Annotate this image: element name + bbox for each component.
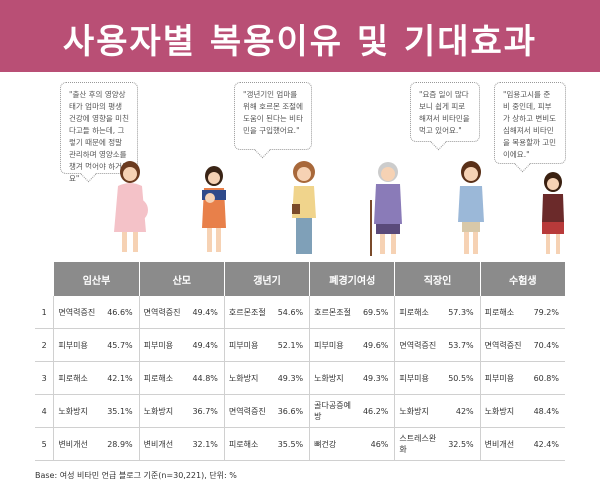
percent-cell: 36.6% — [272, 394, 310, 428]
percent-cell: 49.4% — [187, 328, 225, 362]
menopausal-woman-illustration — [292, 161, 316, 254]
header-blank — [35, 262, 54, 296]
rank-cell: 4 — [35, 394, 54, 428]
reason-cell: 뼈건강 — [309, 427, 358, 461]
percent-cell: 79.2% — [528, 296, 565, 329]
percent-cell: 42.4% — [528, 427, 565, 461]
percent-cell: 36.7% — [187, 394, 225, 428]
reason-cell: 피부미용 — [138, 328, 188, 362]
percent-cell: 49.3% — [272, 361, 310, 395]
reason-cell: 피로해소 — [223, 427, 273, 461]
reason-cell: 노화방지 — [53, 394, 103, 428]
table-row: 2 피부미용 45.7% 피부미용 49.4% 피부미용 52.1% 피부미용 49.6% 면역력… — [35, 328, 565, 362]
page-title: 사용자별 복용이유 및 기대효과 — [62, 22, 538, 62]
table-row: 4 노화방지 35.1% 노화방지 36.7% 면역력증진 36.6% 골다공증예방 46.2%… — [35, 394, 565, 428]
reason-cell: 피부미용 — [309, 328, 358, 362]
title-banner: 사용자별 복용이유 및 기대효과 — [0, 0, 600, 72]
percent-cell: 53.7% — [443, 328, 481, 362]
reason-cell: 변비개선 — [138, 427, 188, 461]
reason-cell: 변비개선 — [479, 427, 529, 461]
reason-cell: 스트레스완화 — [394, 427, 444, 461]
header-menopause: 갱년기 — [223, 262, 310, 296]
rank-cell: 5 — [35, 427, 54, 461]
reason-cell: 노화방지 — [394, 394, 444, 428]
reason-cell: 호르몬조절 — [309, 296, 358, 329]
reason-cell: 면역력증진 — [394, 328, 444, 362]
percent-cell: 49.4% — [187, 296, 225, 329]
table-header-row: 임산부 산모 갱년기 폐경기여성 직장인 수험생 — [35, 262, 565, 296]
speech-bubble-worker: "요즘 일이 많다보니 쉽게 피로해져서 비타민을 먹고 있어요." — [410, 82, 480, 142]
percent-cell: 35.5% — [272, 427, 310, 461]
speech-bubble-pregnant: "출산 후의 영양상태가 엄마의 평생 건강에 영향을 미친다고들 하는데, 그… — [60, 82, 138, 183]
reason-cell: 피로해소 — [53, 361, 103, 395]
mother-with-baby-illustration — [202, 166, 226, 252]
percent-cell: 69.5% — [357, 296, 395, 329]
reason-cell: 변비개선 — [53, 427, 103, 461]
reason-cell: 면역력증진 — [223, 394, 273, 428]
reason-cell: 노화방지 — [223, 361, 273, 395]
reason-cell: 피부미용 — [479, 361, 529, 395]
student-illustration — [542, 172, 564, 254]
pregnant-woman-illustration — [114, 161, 148, 252]
percent-cell: 32.5% — [443, 427, 481, 461]
reason-cell: 면역력증진 — [479, 328, 529, 362]
percent-cell: 48.4% — [528, 394, 565, 428]
reason-cell: 피부미용 — [394, 361, 444, 395]
percent-cell: 46.2% — [357, 394, 395, 428]
reason-cell: 노화방지 — [309, 361, 358, 395]
percent-cell: 49.6% — [357, 328, 395, 362]
header-pregnant: 임산부 — [53, 262, 140, 296]
office-worker-illustration — [458, 161, 484, 254]
percent-cell: 50.5% — [443, 361, 481, 395]
percent-cell: 57.3% — [443, 296, 481, 329]
percent-cell: 46.6% — [102, 296, 140, 329]
reason-table: 임산부 산모 갱년기 폐경기여성 직장인 수험생 1 면역력증진 46.6% 면역력증… — [35, 262, 565, 461]
percent-cell: 42% — [443, 394, 481, 428]
table-row: 5 변비개선 28.9% 변비개선 32.1% 피로해소 35.5% 뼈건강 46% 스트레스완화… — [35, 427, 565, 461]
percent-cell: 49.3% — [357, 361, 395, 395]
percent-cell: 42.1% — [102, 361, 140, 395]
reason-cell: 면역력증진 — [53, 296, 103, 329]
table-row: 3 피로해소 42.1% 피로해소 44.8% 노화방지 49.3% 노화방지 49.3% 피부미… — [35, 361, 565, 395]
percent-cell: 45.7% — [102, 328, 140, 362]
percent-cell: 44.8% — [187, 361, 225, 395]
reason-cell: 노화방지 — [479, 394, 529, 428]
rank-cell: 3 — [35, 361, 54, 395]
rank-cell: 1 — [35, 296, 54, 329]
bubble-text: "요즘 일이 많다보니 쉽게 피로해져서 비타민을 먹고 있어요." — [419, 90, 470, 135]
percent-cell: 60.8% — [528, 361, 565, 395]
percent-cell: 54.6% — [272, 296, 310, 329]
header-mother: 산모 — [138, 262, 225, 296]
reason-cell: 면역력증진 — [138, 296, 188, 329]
percent-cell: 28.9% — [102, 427, 140, 461]
speech-bubble-menopause: "갱년기인 엄마를 위해 호르몬 조절에 도움이 된다는 비타민을 구입했어요.… — [234, 82, 312, 150]
percent-cell: 46% — [357, 427, 395, 461]
bubble-text: "갱년기인 엄마를 위해 호르몬 조절에 도움이 된다는 비타민을 구입했어요.… — [243, 90, 303, 135]
header-student: 수험생 — [479, 262, 565, 296]
header-postmenopause: 폐경기여성 — [309, 262, 395, 296]
table-row: 1 면역력증진 46.6% 면역력증진 49.4% 호르몬조절 54.6% 호르몬조절 69.5… — [35, 296, 565, 329]
header-worker: 직장인 — [394, 262, 481, 296]
reason-cell: 피로해소 — [394, 296, 444, 329]
postmenopausal-woman-illustration — [370, 162, 402, 256]
footnote: Base: 여성 비타민 언급 블로그 기준(n=30,221), 단위: % — [35, 471, 237, 480]
reason-cell: 피부미용 — [53, 328, 103, 362]
reason-cell: 피로해소 — [138, 361, 188, 395]
percent-cell: 70.4% — [528, 328, 565, 362]
reason-cell: 호르몬조절 — [223, 296, 273, 329]
bubble-text: "출산 후의 영양상태가 엄마의 평생 건강에 영향을 미친다고들 하는데, 그… — [69, 90, 129, 183]
reason-cell: 노화방지 — [138, 394, 188, 428]
percent-cell: 32.1% — [187, 427, 225, 461]
speech-bubble-student: "임용고시를 준비 중인데, 피부가 상하고 변비도 심해져서 비타민을 복용할… — [494, 82, 566, 164]
reason-cell: 골다공증예방 — [309, 394, 358, 428]
reason-cell: 피로해소 — [479, 296, 529, 329]
percent-cell: 35.1% — [102, 394, 140, 428]
reason-cell: 피부미용 — [223, 328, 273, 362]
bubble-text: "임용고시를 준비 중인데, 피부가 상하고 변비도 심해져서 비타민을 복용할… — [503, 90, 557, 159]
percent-cell: 52.1% — [272, 328, 310, 362]
rank-cell: 2 — [35, 328, 54, 362]
